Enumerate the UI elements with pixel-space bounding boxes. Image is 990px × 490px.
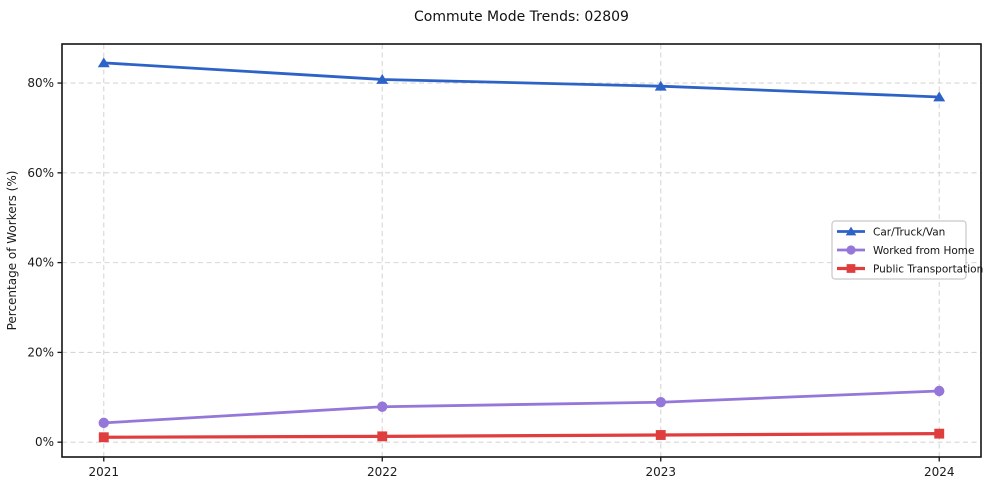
square-marker [377, 431, 388, 442]
legend-item: Public Transportation [837, 263, 983, 275]
x-tick-label: 2021 [88, 465, 119, 479]
y-axis-label: Percentage of Workers (%) [5, 171, 19, 331]
square-marker [934, 428, 945, 439]
square-marker [846, 264, 856, 273]
y-tick-label: 60% [27, 166, 54, 180]
x-tick-label: 2024 [924, 465, 955, 479]
legend-label: Worked from Home [873, 245, 974, 257]
x-tick-label: 2022 [367, 465, 398, 479]
circle-marker [377, 401, 388, 412]
circle-marker [98, 417, 109, 429]
x-tick-label: 2023 [645, 465, 676, 479]
circle-marker [655, 397, 666, 408]
legend-item: Car/Truck/Van [837, 226, 945, 238]
series-public-transportation [98, 428, 945, 443]
series-line [102, 61, 941, 99]
legend-box [831, 220, 967, 280]
series-line [102, 389, 941, 425]
series-line [102, 432, 941, 439]
chart-title: Commute Mode Trends: 02809 [414, 9, 629, 25]
y-tick-label: 80% [27, 76, 54, 90]
legend-label: Car/Truck/Van [873, 226, 945, 238]
series-car-truck-van [97, 57, 946, 102]
triangle-marker [933, 91, 946, 102]
legend-label: Public Transportation [873, 263, 983, 275]
circle-marker [934, 385, 945, 397]
square-marker [98, 432, 109, 443]
series-worked-from-home [98, 385, 945, 429]
legend-item: Worked from Home [837, 245, 974, 257]
circle-marker [846, 245, 856, 255]
y-axis: 0% 20% 40% 60% 80% [27, 76, 62, 449]
triangle-marker [845, 226, 857, 236]
triangle-marker [654, 80, 667, 91]
y-tick-label: 40% [27, 256, 54, 270]
square-marker [655, 430, 666, 440]
triangle-marker [97, 57, 110, 68]
legend: Car/Truck/Van Worked from Home Public Tran… [831, 220, 983, 280]
plot-area-border [61, 43, 982, 458]
y-tick-label: 0% [35, 435, 54, 449]
triangle-marker [376, 74, 389, 84]
y-tick-label: 20% [27, 345, 54, 359]
x-axis: 2021 2022 2023 2024 [88, 457, 955, 479]
